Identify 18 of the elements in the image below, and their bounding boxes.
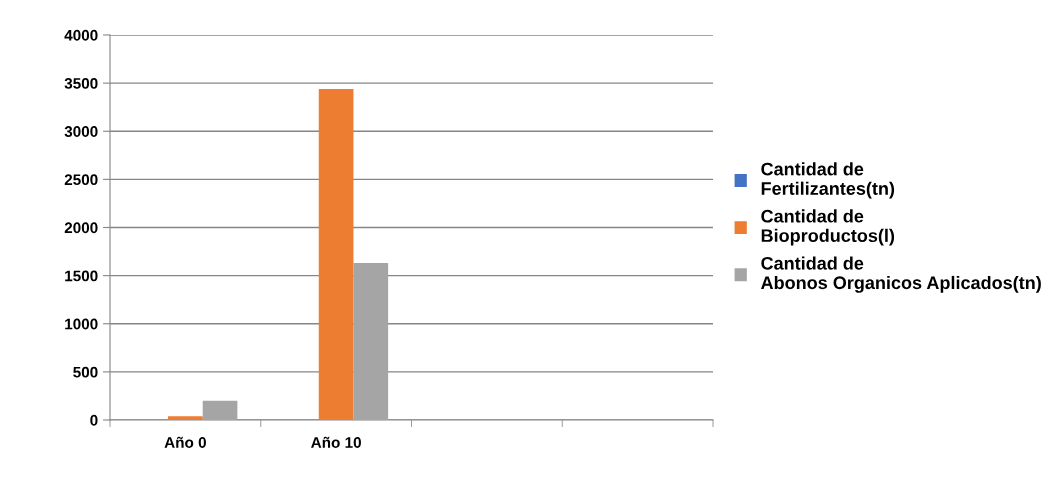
y-tick-label: 2500 bbox=[64, 174, 98, 186]
x-tick-label: Año 0 bbox=[164, 436, 206, 448]
legend-label: Cantidad de Abonos Organicos Aplicados(tn) bbox=[761, 256, 1041, 293]
legend-label: Cantidad de Fertilizantes(tn) bbox=[761, 162, 895, 199]
bar bbox=[202, 400, 238, 420]
bar bbox=[318, 88, 354, 420]
bar bbox=[353, 263, 389, 420]
y-tick-label: 4000 bbox=[64, 29, 98, 41]
y-tick-label: 1500 bbox=[65, 270, 98, 282]
legend-label: Cantidad de Bioproductos(l) bbox=[761, 209, 895, 246]
y-tick-label: 2000 bbox=[64, 222, 98, 234]
y-tick-label: 3500 bbox=[64, 77, 98, 89]
y-tick-label: 500 bbox=[73, 366, 98, 378]
bar bbox=[168, 416, 203, 420]
y-tick-label: 3000 bbox=[64, 126, 98, 137]
y-tick-label: 0 bbox=[90, 414, 98, 426]
x-tick-label: Año 10 bbox=[311, 436, 361, 448]
y-tick-label: 1000 bbox=[65, 318, 98, 330]
